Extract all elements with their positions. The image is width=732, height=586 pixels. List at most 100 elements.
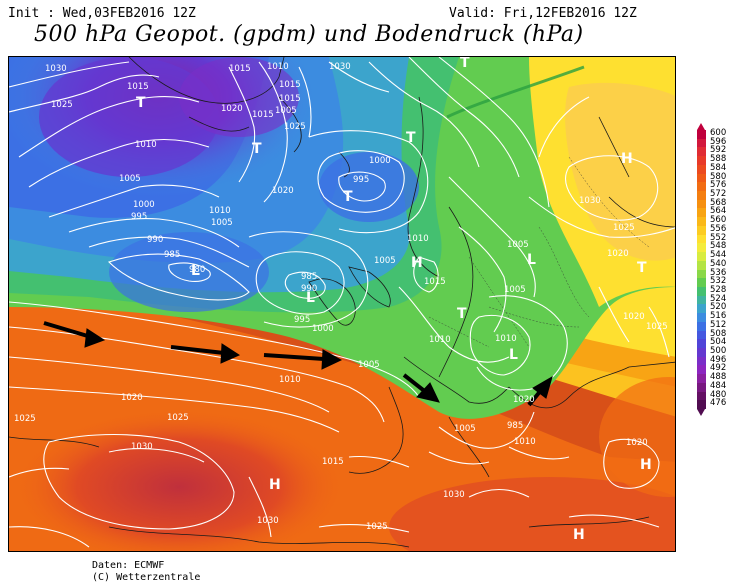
isobar-label: 1010 <box>495 334 517 344</box>
high-pressure-marker: H <box>621 151 633 167</box>
low-pressure-marker: T <box>343 189 353 205</box>
legend-swatch <box>697 365 706 375</box>
isobar-label: 1020 <box>272 186 294 196</box>
isobar-label: 1015 <box>252 110 274 120</box>
legend-label: 588 <box>710 154 727 165</box>
legend-label: 480 <box>710 389 727 400</box>
credits-copyright: (C) Wetterzentrale <box>92 572 201 583</box>
legend-swatch <box>697 321 706 331</box>
legend-label: 544 <box>710 250 727 261</box>
isobar-label: 1010 <box>429 335 451 345</box>
isobar-labels: 1030 1015 1030 1015 1010 1025 1015 1015 1005 1020… <box>14 62 668 532</box>
isobar-label: 1025 <box>284 122 306 132</box>
legend-swatch <box>697 243 706 253</box>
isobar-label: 1005 <box>211 218 233 228</box>
legend-bottom-arrow <box>697 409 705 416</box>
isobar-label: 1030 <box>443 490 465 500</box>
isobar-label: 1030 <box>329 62 351 72</box>
legend-label: 516 <box>710 311 727 322</box>
isobar-label: 1030 <box>579 196 601 206</box>
legend-swatch <box>697 191 706 200</box>
high-pressure-marker: H <box>640 457 652 473</box>
isobar-label: 1010 <box>135 140 157 150</box>
legend-label: 488 <box>710 372 727 383</box>
legend-label: 508 <box>710 328 727 339</box>
isobar-label: 1015 <box>424 277 446 287</box>
legend-top-arrow <box>697 123 705 130</box>
isobar-label: 1010 <box>279 375 301 385</box>
low-pressure-marker: L <box>527 252 536 268</box>
legend-label: 500 <box>710 346 727 356</box>
legend-swatch <box>697 182 706 192</box>
legend-label: 548 <box>710 241 727 252</box>
isobar-label: 1025 <box>366 522 388 532</box>
legend-swatch <box>697 286 706 296</box>
isobar-label: 985 <box>164 250 180 260</box>
credits-data-source: Daten: ECMWF <box>92 560 165 571</box>
isobar-label: 995 <box>294 315 310 325</box>
legend-label: 532 <box>710 276 727 287</box>
isobar-label: 1005 <box>119 174 141 184</box>
legend-swatch <box>697 199 706 209</box>
chart-title: 500 hPa Geopot. (gpdm) und Bodendruck (h… <box>34 22 584 47</box>
isobar-label: 1005 <box>358 360 380 370</box>
isobar-label: 1005 <box>454 424 476 434</box>
legend-label: 536 <box>710 267 727 278</box>
isobar-label: 1005 <box>374 256 396 266</box>
isobar-label: 1020 <box>513 395 535 405</box>
isobar-label: 1015 <box>229 64 251 74</box>
low-pressure-marker: T <box>406 130 416 146</box>
high-pressure-marker: H <box>573 527 585 543</box>
legend-swatch <box>697 347 706 357</box>
legend-label: 476 <box>710 398 727 409</box>
pressure-system-labels: T T T T L L H T T L H T H H H L <box>136 57 652 543</box>
legend-label: 528 <box>710 284 727 295</box>
legend-swatch <box>697 217 706 226</box>
isobar-label: 990 <box>301 284 317 294</box>
legend-label: 592 <box>710 145 727 156</box>
legend-label: 580 <box>710 171 727 182</box>
isobar-label: 1015 <box>279 94 301 104</box>
isobar-label: 1030 <box>257 516 279 526</box>
high-pressure-marker: H <box>411 255 423 271</box>
legend-swatch <box>697 304 706 314</box>
isobars <box>9 57 675 548</box>
legend-swatch <box>697 374 706 383</box>
legend-label: 552 <box>710 232 727 243</box>
legend-swatch <box>697 400 706 409</box>
isobar-label: 1020 <box>623 312 645 322</box>
isobar-label: 980 <box>189 265 205 275</box>
isobar-label: 1010 <box>407 234 429 244</box>
legend-swatch <box>697 234 706 244</box>
isobar-label: 1015 <box>279 80 301 90</box>
low-pressure-marker: T <box>252 141 262 157</box>
legend-swatch <box>697 173 706 183</box>
isobar-label: 990 <box>147 235 163 245</box>
legend-swatch <box>697 130 706 139</box>
legend-swatch <box>697 356 706 366</box>
legend-swatch <box>697 208 706 218</box>
legend-swatch <box>697 382 706 392</box>
legend-swatch <box>697 252 706 261</box>
legend-label: 540 <box>710 258 727 269</box>
isobar-label: 1030 <box>131 442 153 452</box>
isobar-label: 1025 <box>167 413 189 423</box>
isobar-label: 1005 <box>504 285 526 295</box>
isobar-label: 1020 <box>221 104 243 114</box>
weather-map: 1030 1015 1030 1015 1010 1025 1015 1015 1005 1020… <box>8 56 676 552</box>
legend-swatch <box>697 156 706 165</box>
legend-label: 512 <box>710 319 727 330</box>
legend-swatch <box>697 330 706 340</box>
isobar-label: 1020 <box>626 438 648 448</box>
legend-swatch <box>697 295 706 305</box>
isobar-label: 1015 <box>127 82 149 92</box>
legend-swatch <box>697 339 706 348</box>
high-pressure-marker: H <box>269 477 281 493</box>
coastlines <box>9 57 675 548</box>
weather-map-svg: 1030 1015 1030 1015 1010 1025 1015 1015 1005 1020… <box>9 57 675 551</box>
legend-swatch <box>697 138 706 148</box>
legend-label: 576 <box>710 180 727 191</box>
isobar-label: 1025 <box>646 322 668 332</box>
legend-swatch <box>697 269 706 279</box>
isobar-label: 1010 <box>267 62 289 72</box>
